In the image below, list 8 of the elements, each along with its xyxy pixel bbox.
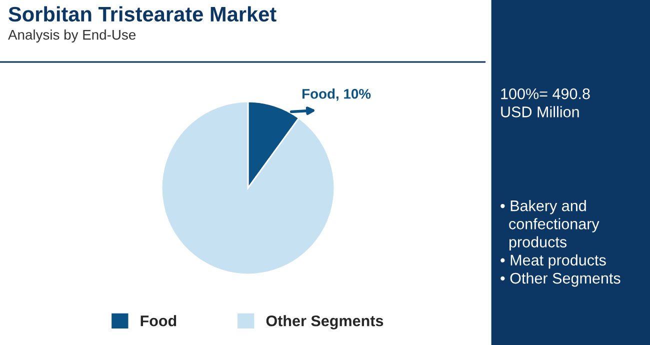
legend-label: Other Segments <box>266 315 384 330</box>
text: • Bakery and confectionary products • Meat products • Other Segments <box>500 200 620 287</box>
text: 100%= 490.8 USD Million <box>501 88 590 118</box>
chart-subtitle: Analysis by End-Use <box>8 30 136 42</box>
chart-title: Sorbitan Tristearate Market <box>8 6 276 22</box>
data-label: Food, 10% <box>302 88 371 101</box>
legend-label: Food <box>140 315 176 326</box>
pie-slice <box>160 100 336 276</box>
